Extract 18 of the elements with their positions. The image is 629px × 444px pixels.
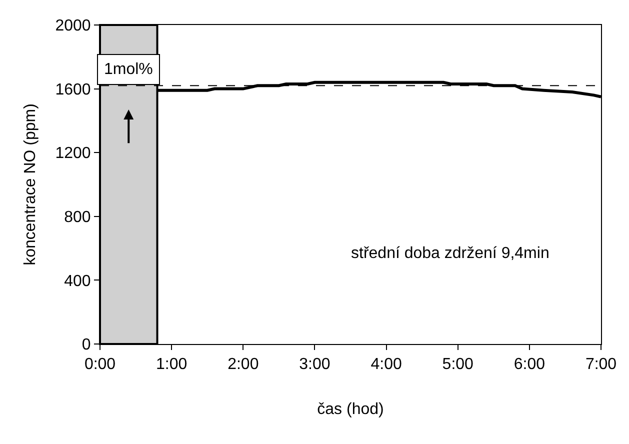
y-tick-label: 1200 [55, 145, 91, 162]
x-tick-label: 0:00 [84, 356, 116, 374]
y-tick-label: 800 [64, 209, 91, 226]
x-tick-label: 2:00 [228, 356, 259, 374]
x-tick-label: 4:00 [370, 356, 402, 374]
y-axis-title: koncentrace NO (ppm) [22, 104, 40, 266]
band-label: 1mol% [104, 61, 153, 78]
x-tick-label: 1:00 [156, 356, 188, 374]
x-tick-label: 7:00 [585, 356, 617, 374]
x-axis-title: čas (hod) [317, 400, 384, 418]
y-tick-label: 400 [64, 272, 91, 290]
y-tick-label: 1600 [55, 81, 91, 98]
annotation: střední doba zdržení 9,4min [351, 245, 550, 262]
x-tick-label: 3:00 [299, 356, 330, 374]
x-tick-label: 5:00 [442, 356, 474, 374]
x-tick-label: 6:00 [514, 356, 546, 374]
y-tick-label: 2000 [55, 18, 91, 35]
y-tick-label: 0 [82, 336, 91, 354]
